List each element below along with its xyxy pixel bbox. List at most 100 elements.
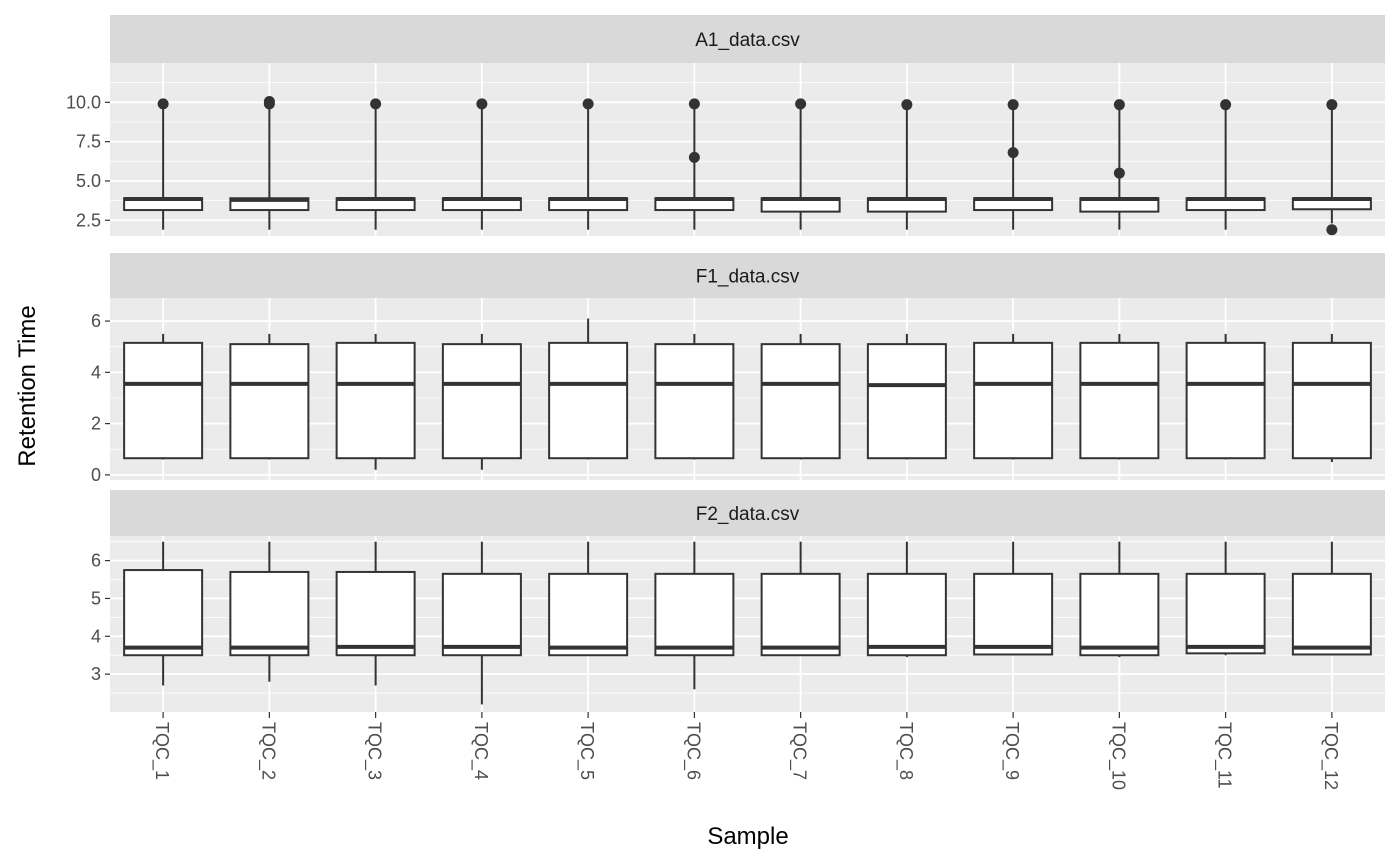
- box-iqr: [123, 569, 204, 657]
- x-tick-label: TQC_8: [895, 722, 916, 780]
- facet-2: F1_data.csv 0 2 4 6: [91, 253, 1385, 485]
- box-TQC_3: [335, 98, 416, 230]
- box-TQC_5: [548, 541, 629, 657]
- y-tick-label: 6: [91, 311, 101, 331]
- box-TQC_3: [335, 541, 416, 686]
- box-iqr: [335, 341, 416, 460]
- y-tick-label: 6: [91, 551, 101, 571]
- panel-background: [110, 63, 1385, 236]
- box-TQC_9: [973, 541, 1054, 656]
- y-tick-label: 4: [91, 362, 101, 382]
- box-TQC_7: [760, 541, 841, 657]
- outlier-point: [688, 98, 700, 110]
- y-tick-label: 0: [91, 465, 101, 485]
- facet-panels: A1_data.csv2.55.07.510.0F1_data.csv0246F…: [66, 15, 1385, 712]
- y-tick-label: 4: [91, 626, 101, 646]
- outlier-point: [157, 98, 169, 110]
- box-iqr: [441, 343, 522, 460]
- box-iqr: [866, 572, 947, 657]
- x-axis-title: Sample: [707, 823, 788, 850]
- box-TQC_12: [1291, 541, 1372, 656]
- y-tick-label: 5: [91, 588, 101, 608]
- box-TQC_12: [1291, 99, 1372, 236]
- box-TQC_3: [335, 333, 416, 470]
- box-TQC_10: [1079, 333, 1160, 460]
- box-iqr: [760, 343, 841, 460]
- x-tick-label: TQC_11: [1214, 722, 1235, 789]
- box-TQC_2: [229, 96, 310, 230]
- box-TQC_4: [441, 98, 522, 230]
- x-axis: TQC_1 TQC_2 TQC_3 TQC_4 TQC_5 TQC_6 TQC_7 TQC_8…: [151, 712, 1341, 790]
- y-tick-label: 2: [91, 414, 101, 434]
- y-axis-title: Retention Time: [14, 305, 41, 466]
- facet-strip-label: A1_data.csv: [695, 30, 800, 51]
- box-iqr: [1291, 341, 1372, 460]
- box-TQC_4: [441, 541, 522, 705]
- box-iqr: [1079, 572, 1160, 657]
- y-tick-label: 7.5: [76, 132, 101, 152]
- box-TQC_5: [548, 98, 629, 230]
- facet-strip-label: F1_data.csv: [696, 267, 800, 288]
- box-iqr: [1079, 341, 1160, 460]
- x-tick-label: TQC_9: [1001, 722, 1022, 780]
- box-iqr: [335, 570, 416, 657]
- box-iqr: [973, 341, 1054, 460]
- box-iqr: [123, 341, 204, 460]
- outlier-point: [1113, 99, 1125, 111]
- box-iqr: [1291, 572, 1372, 656]
- y-tick-label: 5.0: [76, 171, 101, 191]
- box-TQC_7: [760, 98, 841, 230]
- box-TQC_10: [1079, 99, 1160, 230]
- box-iqr: [1185, 572, 1266, 655]
- box-iqr: [654, 572, 735, 657]
- x-tick-label: TQC_5: [576, 722, 597, 780]
- y-tick-label: 3: [91, 664, 101, 684]
- box-TQC_9: [973, 333, 1054, 460]
- box-TQC_8: [866, 333, 947, 460]
- box-TQC_5: [548, 318, 629, 460]
- x-tick-label: TQC_4: [470, 722, 491, 780]
- box-TQC_2: [229, 541, 310, 682]
- facet-strip: [110, 253, 1385, 298]
- outlier-point: [476, 98, 488, 110]
- box-TQC_8: [866, 99, 947, 230]
- box-TQC_12: [1291, 333, 1372, 463]
- box-TQC_9: [973, 99, 1054, 230]
- x-tick-label: TQC_10: [1107, 722, 1128, 790]
- box-iqr: [760, 572, 841, 657]
- box-iqr: [548, 572, 629, 657]
- panel-background: [110, 298, 1385, 480]
- box-TQC_11: [1185, 99, 1266, 230]
- outlier-point: [1220, 99, 1232, 111]
- y-tick-label: 2.5: [76, 210, 101, 230]
- box-TQC_4: [441, 333, 522, 470]
- outlier-point: [1113, 167, 1125, 179]
- box-TQC_1: [123, 333, 204, 460]
- x-tick-label: TQC_12: [1320, 722, 1341, 790]
- box-TQC_10: [1079, 541, 1160, 658]
- facet-3: F2_data.csv 3 4 5 6: [91, 490, 1385, 712]
- facet-strip: [110, 490, 1385, 536]
- x-tick-label: TQC_3: [364, 722, 385, 780]
- box-TQC_6: [654, 333, 735, 460]
- outlier-point: [688, 151, 700, 163]
- box-TQC_6: [654, 98, 735, 230]
- box-iqr: [548, 341, 629, 460]
- facet-strip-label: F2_data.csv: [696, 504, 800, 525]
- box-TQC_7: [760, 333, 841, 460]
- outlier-point: [1326, 99, 1338, 111]
- box-iqr: [229, 343, 310, 460]
- panel-background: [110, 536, 1385, 712]
- box-iqr: [229, 570, 310, 657]
- box-TQC_11: [1185, 333, 1266, 460]
- outlier-point: [1007, 99, 1019, 111]
- box-iqr: [441, 572, 522, 657]
- box-iqr: [866, 343, 947, 460]
- outlier-point: [370, 98, 382, 110]
- box-TQC_8: [866, 541, 947, 658]
- box-TQC_2: [229, 333, 310, 460]
- outlier-point: [1007, 147, 1019, 159]
- x-tick-label: TQC_2: [257, 722, 278, 780]
- y-tick-label: 10.0: [66, 92, 101, 112]
